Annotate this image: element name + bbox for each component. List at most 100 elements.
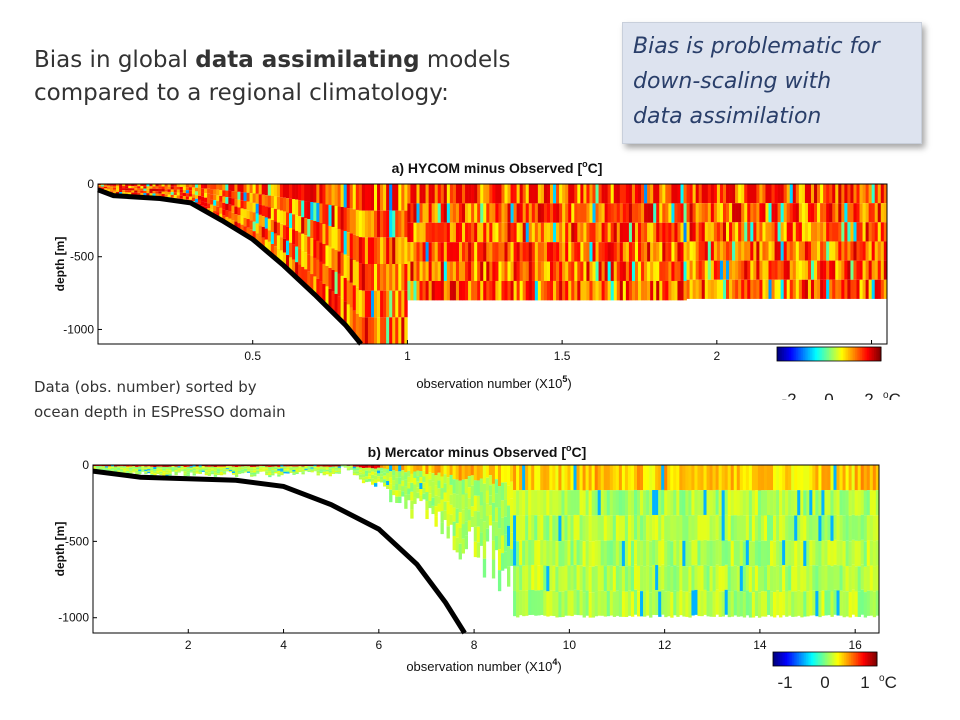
bias-cell [540, 222, 545, 243]
bias-cell [797, 490, 801, 516]
bias-cell [261, 194, 266, 206]
bias-cell [146, 184, 150, 187]
bias-cell [422, 280, 426, 301]
bias-cell [482, 540, 487, 559]
bias-cell [797, 515, 801, 541]
bias-cell [282, 252, 287, 267]
bias-cell [613, 203, 618, 223]
bias-cell [817, 222, 821, 242]
bias-cell [428, 280, 432, 301]
bias-cell [664, 591, 668, 618]
bias-cell [742, 541, 747, 567]
bias-cell [191, 184, 196, 188]
bias-cell [132, 470, 136, 472]
bias-cell [883, 184, 888, 204]
bias-cell [304, 468, 308, 470]
bias-cell [240, 184, 244, 193]
bias-cell [692, 203, 696, 223]
bias-cell [779, 566, 783, 593]
bias-cell [392, 264, 396, 291]
bias-cell [826, 203, 830, 223]
bias-cell [689, 279, 693, 299]
bias-cell [352, 259, 357, 286]
bias-cell [836, 490, 840, 516]
bias-cell [364, 470, 369, 474]
bias-cell [383, 264, 387, 291]
bias-cell [458, 222, 463, 243]
bias-cell [865, 222, 869, 242]
bias-cell [850, 203, 854, 223]
bias-cell [413, 477, 417, 485]
bias-field-b [92, 465, 880, 618]
bias-cell [491, 465, 496, 484]
bias-cell [261, 237, 266, 249]
bias-cell [591, 592, 595, 618]
bias-cell [473, 511, 478, 527]
bias-cell [419, 483, 423, 490]
bias-cell [352, 209, 357, 235]
bias-cell [225, 210, 229, 217]
colorbar-step [859, 652, 862, 666]
bias-cell [104, 467, 109, 469]
colorbar-step [861, 347, 865, 361]
bias-cell [510, 481, 514, 499]
bias-cell [204, 202, 208, 207]
bias-cell [613, 261, 618, 281]
bias-cell [565, 280, 569, 301]
bias-cell [165, 466, 169, 469]
bias-cell [668, 184, 672, 204]
bias-cell [313, 469, 317, 471]
bias-cell [543, 261, 548, 281]
bias-cell [531, 203, 536, 223]
bias-cell [361, 474, 366, 478]
bias-cell [443, 501, 447, 511]
bias-cell [736, 515, 741, 541]
bias-cell [510, 532, 514, 550]
colorbar-unit: oC [879, 673, 897, 690]
bias-cell [231, 184, 235, 192]
bias-cell [434, 475, 438, 486]
bias-cell [877, 203, 882, 223]
bias-cell [222, 209, 226, 216]
bias-cell [652, 514, 656, 540]
colorbar-step [816, 652, 819, 666]
bias-cell [476, 542, 481, 558]
bias-cell [204, 470, 209, 472]
bias-cell [370, 478, 375, 482]
bias-cell [766, 514, 771, 540]
bias-cell [480, 184, 484, 204]
bias-cell [613, 242, 618, 262]
bias-cell [559, 184, 563, 204]
bias-cell [298, 470, 302, 473]
bias-cell [201, 470, 206, 472]
bias-cell [606, 590, 611, 617]
bias-cell [719, 241, 724, 261]
bias-cell [829, 241, 833, 261]
bias-cell [844, 222, 848, 242]
bias-cell [792, 222, 797, 242]
bias-cell [844, 260, 848, 280]
bias-cell [258, 184, 263, 195]
bias-cell [449, 504, 453, 515]
bias-cell [553, 280, 557, 301]
bias-cell [830, 515, 834, 541]
colorbar-step [805, 652, 809, 666]
bias-cell [700, 515, 704, 541]
bias-cell [830, 591, 834, 617]
bias-cell [788, 515, 792, 541]
bias-cell [100, 186, 105, 188]
bias-cell [783, 184, 788, 204]
bias-cell [733, 465, 738, 491]
bias-cell [798, 184, 803, 204]
bias-cell [856, 222, 860, 242]
bias-cell [259, 465, 263, 467]
bias-cell [677, 184, 681, 204]
bias-cell [559, 261, 563, 281]
bias-cell [367, 210, 372, 238]
bias-cell [422, 465, 426, 471]
bias-cell [656, 203, 660, 223]
bias-cell [826, 260, 830, 280]
bias-cell [295, 472, 299, 475]
bias-cell [261, 226, 266, 238]
bias-cell [285, 212, 290, 227]
